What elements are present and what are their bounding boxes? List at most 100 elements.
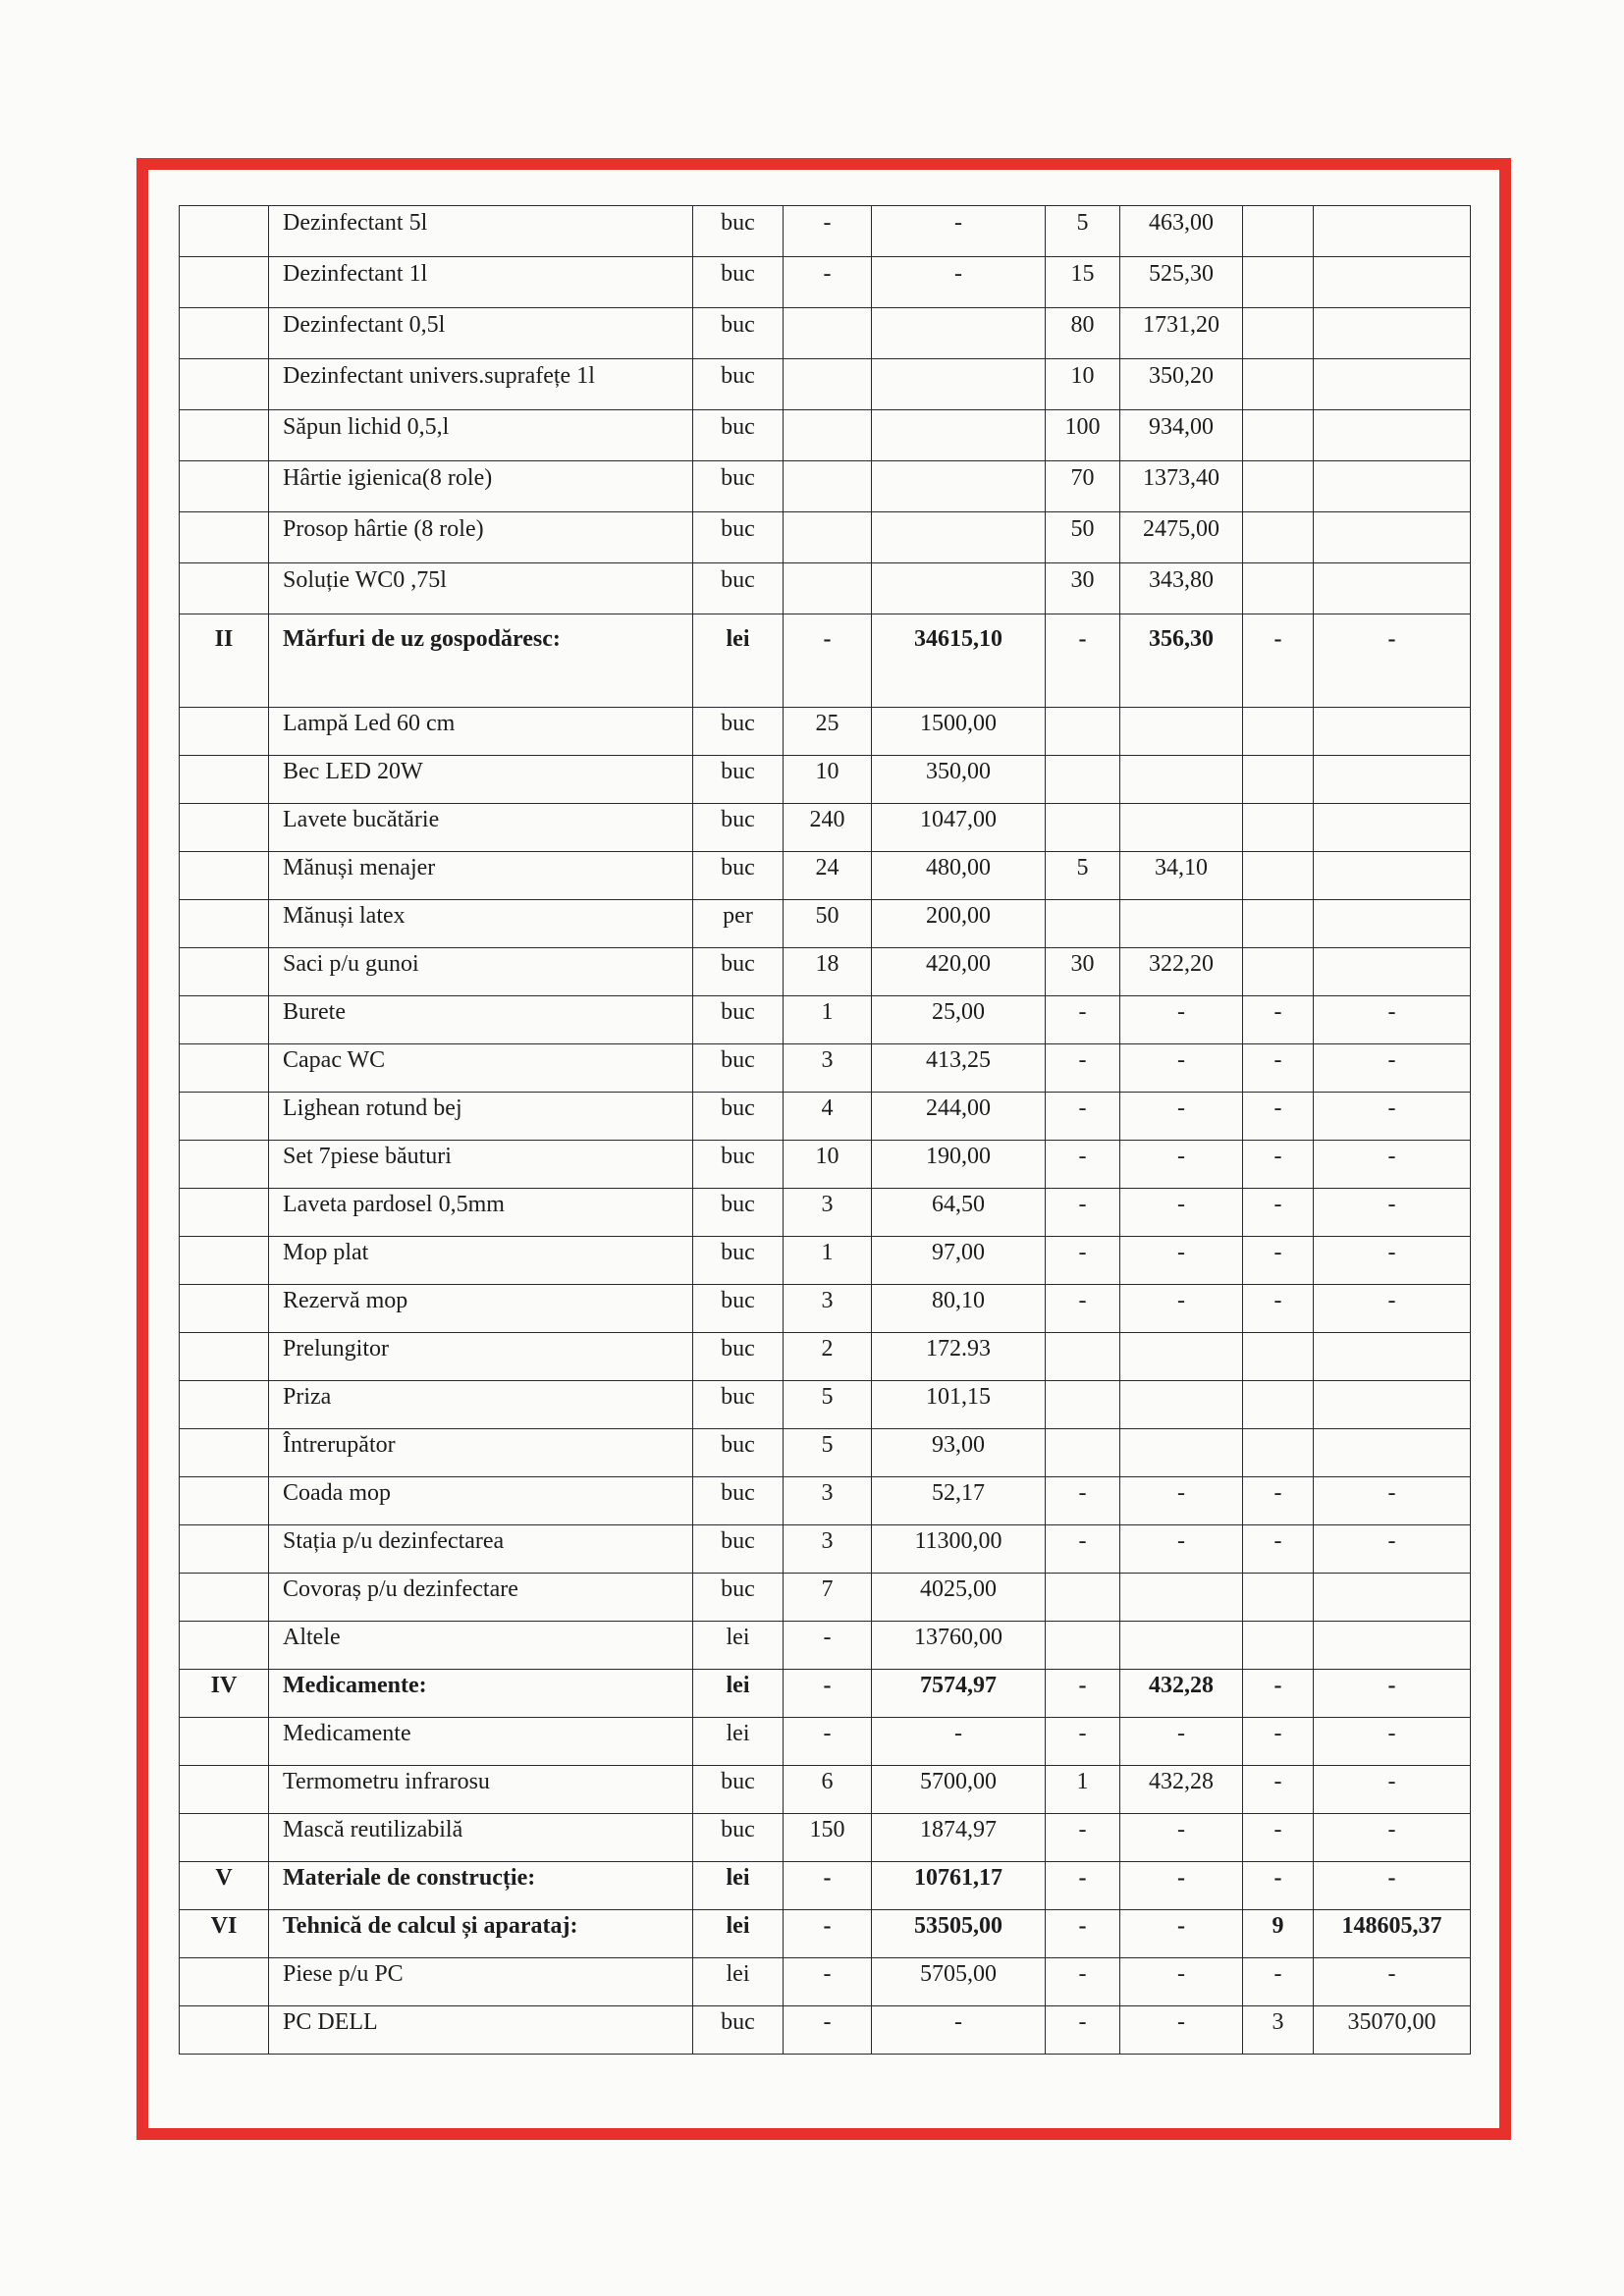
row-number-cell xyxy=(179,307,269,359)
row-number-cell xyxy=(179,1380,269,1429)
amount-b-cell: - xyxy=(1119,1717,1243,1766)
unit-cell: buc xyxy=(692,803,784,852)
amount-c-cell xyxy=(1313,511,1471,563)
quantity-b-cell xyxy=(1045,1621,1120,1670)
quantity-a-cell: 3 xyxy=(783,1284,872,1333)
amount-a-cell: 480,00 xyxy=(871,851,1046,900)
amount-a-cell: 1500,00 xyxy=(871,707,1046,756)
row-number-cell xyxy=(179,2005,269,2055)
item-name-cell: Materiale de construcție: xyxy=(268,1861,693,1910)
amount-c-cell: - xyxy=(1313,1236,1471,1285)
amount-c-cell xyxy=(1313,409,1471,461)
amount-c-cell xyxy=(1313,947,1471,996)
quantity-b-cell: - xyxy=(1045,1284,1120,1333)
table-row: Dezinfectant 1l buc - -15 525,30 xyxy=(179,256,1471,308)
amount-c-cell: - xyxy=(1313,1092,1471,1141)
row-number-cell xyxy=(179,1332,269,1381)
amount-a-cell: 200,00 xyxy=(871,899,1046,948)
row-number-cell: II xyxy=(179,614,269,708)
table-row: Prelungitor buc 2 172.93 xyxy=(179,1332,1471,1381)
table-row: Soluție WC0 ,75l buc 30 343,80 xyxy=(179,562,1471,614)
amount-a-cell xyxy=(871,307,1046,359)
quantity-a-cell: 18 xyxy=(783,947,872,996)
amount-a-cell xyxy=(871,409,1046,461)
row-number-cell xyxy=(179,1476,269,1525)
section-row: VI Tehnică de calcul și aparataj: lei -5350… xyxy=(179,1909,1471,1958)
quantity-a-cell: 5 xyxy=(783,1428,872,1477)
quantity-b-cell: 5 xyxy=(1045,851,1120,900)
table-row: Dezinfectant univers.suprafețe 1l buc 10 35… xyxy=(179,358,1471,410)
quantity-b-cell: 10 xyxy=(1045,358,1120,410)
unit-cell: buc xyxy=(692,995,784,1044)
quantity-b-cell: - xyxy=(1045,1092,1120,1141)
amount-c-cell xyxy=(1313,1332,1471,1381)
table-row: Mop plat buc 1 97,00- - - - xyxy=(179,1236,1471,1285)
amount-a-cell: 93,00 xyxy=(871,1428,1046,1477)
quantity-a-cell: 2 xyxy=(783,1332,872,1381)
quantity-b-cell: 30 xyxy=(1045,947,1120,996)
amount-b-cell: 463,00 xyxy=(1119,205,1243,257)
amount-b-cell xyxy=(1119,707,1243,756)
item-name-cell: Medicamente: xyxy=(268,1669,693,1718)
amount-a-cell: 4025,00 xyxy=(871,1573,1046,1622)
quantity-c-cell xyxy=(1242,460,1314,512)
quantity-b-cell: - xyxy=(1045,1717,1120,1766)
item-name-cell: Rezervă mop xyxy=(268,1284,693,1333)
amount-c-cell xyxy=(1313,460,1471,512)
unit-cell: buc xyxy=(692,1332,784,1381)
section-row: IV Medicamente: lei -7574,97-432,28- - xyxy=(179,1669,1471,1718)
item-name-cell: Stația p/u dezinfectarea xyxy=(268,1524,693,1574)
table-row: Saci p/u gunoi buc 18 420,00 30 322,20 xyxy=(179,947,1471,996)
row-number-cell xyxy=(179,358,269,410)
amount-a-cell xyxy=(871,358,1046,410)
red-border-frame xyxy=(136,158,1511,2140)
row-number-cell xyxy=(179,1765,269,1814)
amount-a-cell: 350,00 xyxy=(871,755,1046,804)
amount-a-cell: 420,00 xyxy=(871,947,1046,996)
table-row: Rezervă mop buc 3 80,10- - - - xyxy=(179,1284,1471,1333)
quantity-b-cell: - xyxy=(1045,1043,1120,1093)
quantity-b-cell: 100 xyxy=(1045,409,1120,461)
amount-b-cell: - xyxy=(1119,1092,1243,1141)
unit-cell: buc xyxy=(692,358,784,410)
quantity-b-cell: - xyxy=(1045,614,1120,708)
row-number-cell: IV xyxy=(179,1669,269,1718)
table-row: Bec LED 20W buc 10 350,00 xyxy=(179,755,1471,804)
amount-c-cell xyxy=(1313,307,1471,359)
table-row: Dezinfectant 5l buc - -5 463,00 xyxy=(179,205,1471,257)
quantity-a-cell xyxy=(783,307,872,359)
unit-cell: buc xyxy=(692,256,784,308)
amount-a-cell: - xyxy=(871,2005,1046,2055)
row-number-cell: VI xyxy=(179,1909,269,1958)
amount-a-cell: 413,25 xyxy=(871,1043,1046,1093)
item-name-cell: Piese p/u PC xyxy=(268,1957,693,2006)
amount-b-cell: - xyxy=(1119,1957,1243,2006)
row-number-cell xyxy=(179,1043,269,1093)
item-name-cell: Dezinfectant 0,5l xyxy=(268,307,693,359)
quantity-b-cell: - xyxy=(1045,1669,1120,1718)
table-row: Stația p/u dezinfectarea buc 3 11300,00- - - - xyxy=(179,1524,1471,1574)
amount-c-cell xyxy=(1313,707,1471,756)
amount-b-cell: - xyxy=(1119,1284,1243,1333)
quantity-c-cell: - xyxy=(1242,1476,1314,1525)
amount-c-cell: - xyxy=(1313,1188,1471,1237)
unit-cell: buc xyxy=(692,707,784,756)
quantity-b-cell: - xyxy=(1045,1476,1120,1525)
unit-cell: buc xyxy=(692,205,784,257)
quantity-c-cell: - xyxy=(1242,1236,1314,1285)
row-number-cell xyxy=(179,707,269,756)
unit-cell: buc xyxy=(692,1813,784,1862)
table-row: Covoraș p/u dezinfectare buc 7 4025,00 xyxy=(179,1573,1471,1622)
amount-c-cell: - xyxy=(1313,1669,1471,1718)
amount-b-cell: 34,10 xyxy=(1119,851,1243,900)
quantity-b-cell xyxy=(1045,755,1120,804)
table-row: Altele lei -13760,00 xyxy=(179,1621,1471,1670)
quantity-a-cell: 3 xyxy=(783,1524,872,1574)
amount-a-cell: 5700,00 xyxy=(871,1765,1046,1814)
amount-a-cell: 25,00 xyxy=(871,995,1046,1044)
table-row: Mască reutilizabilă buc 150 1874,97- - - - xyxy=(179,1813,1471,1862)
amount-a-cell: 97,00 xyxy=(871,1236,1046,1285)
quantity-c-cell: - xyxy=(1242,1043,1314,1093)
item-name-cell: Bec LED 20W xyxy=(268,755,693,804)
unit-cell: lei xyxy=(692,1621,784,1670)
